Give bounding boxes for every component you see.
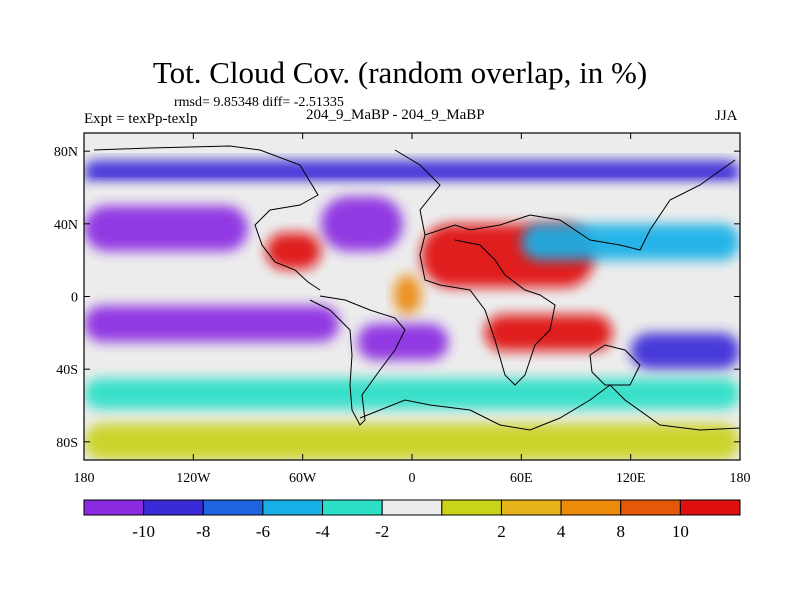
colorbar-swatch [322, 499, 383, 516]
x-tick-label: 60E [510, 471, 533, 486]
colorbar: -10 -8 -6 -4 -2 2 4 8 10 [83, 499, 741, 541]
colorbar-label: 2 [497, 522, 506, 541]
x-tick-label: 0 [409, 471, 416, 486]
colorbar-swatch [262, 499, 324, 516]
colorbar-label: 8 [616, 522, 625, 541]
field-blob [484, 314, 613, 351]
season-label: JJA [715, 108, 738, 124]
field-blob [84, 305, 340, 342]
chart-title: Tot. Cloud Cov. (random overlap, in %) [152, 55, 648, 90]
coastline-antarctica [359, 384, 740, 431]
x-tick-label: 180 [730, 471, 751, 486]
colorbar-label: -4 [315, 522, 330, 541]
colorbar-label: -8 [196, 522, 210, 541]
colorbar-swatch [560, 499, 622, 516]
field-blob [84, 133, 740, 161]
stats-label: rmsd= 9.85348 diff= -2.51335 [174, 95, 344, 110]
coastline-eurasia [394, 149, 736, 251]
x-tick-label: 180 [74, 471, 95, 486]
field-blob [630, 332, 740, 370]
colorbar-swatch [620, 499, 681, 516]
x-tick-label: 120E [616, 471, 646, 486]
y-tick-label: 80N [54, 145, 78, 160]
field-blob [84, 423, 740, 460]
colorbar-label: 10 [672, 522, 689, 541]
colorbar-label: -10 [132, 522, 155, 541]
field-blob [84, 378, 740, 410]
colorbar-swatch [143, 499, 204, 516]
colorbar-swatch [679, 499, 741, 516]
latitude-axis: 80N 40N 0 40S 80S [54, 145, 740, 451]
colorbar-label: -6 [256, 522, 270, 541]
coastline-australia [589, 344, 641, 386]
coastlines [93, 145, 740, 431]
field-blob [84, 205, 248, 252]
difference-field [84, 133, 740, 460]
coastline-africa [419, 234, 556, 386]
colorbar-swatch [500, 499, 562, 516]
field-blob [357, 323, 449, 361]
x-tick-label: 120W [176, 471, 211, 486]
experiment-label: Expt = texPp-texlp [84, 111, 198, 127]
longitude-axis: 180 120W 60W 0 60E 120E 180 [74, 133, 751, 486]
field-blob [521, 223, 740, 261]
y-tick-label: 40N [54, 218, 78, 233]
colorbar-swatch [441, 499, 502, 516]
field-blob [320, 196, 403, 252]
runs-label: 204_9_MaBP - 204_9_MaBP [306, 107, 485, 123]
coastline-south-america [309, 295, 406, 426]
colorbar-swatch [381, 499, 443, 516]
y-tick-label: 40S [56, 363, 78, 378]
coastline-north-america [93, 145, 321, 291]
colorbar-swatch [83, 499, 145, 516]
colorbar-swatch [202, 499, 264, 516]
x-tick-label: 60W [289, 471, 317, 486]
field-blob [266, 232, 321, 270]
y-tick-label: 0 [71, 291, 78, 306]
field-blob [84, 160, 740, 184]
field-blob [84, 183, 740, 206]
colorbar-label: 4 [557, 522, 566, 541]
colorbar-label: -2 [375, 522, 389, 541]
field-blob [393, 274, 422, 315]
y-tick-label: 80S [56, 436, 78, 451]
